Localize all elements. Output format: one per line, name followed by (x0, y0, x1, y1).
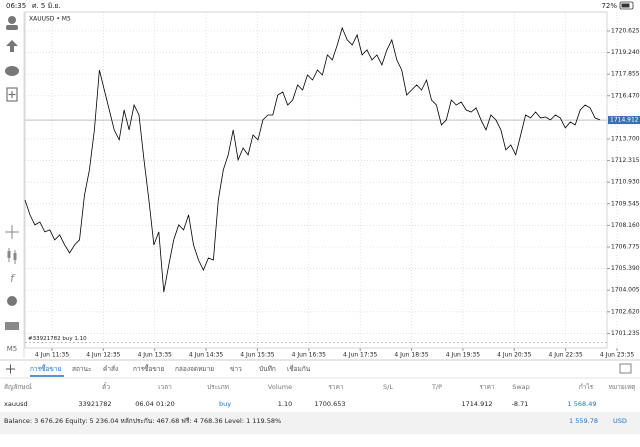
tab[interactable]: สถานะ (72, 365, 92, 373)
y-tick-label: 1706.775 (611, 243, 640, 250)
column-header: เวลา (158, 383, 172, 391)
table-cell[interactable]: 1 568.49 (568, 400, 597, 408)
x-tick-label: 4 Jun 12:35 (86, 352, 120, 359)
terminal: การซื้อขาย สถานะ คำสั่ง การซื้อขาย กล่องจดหม… (4, 364, 635, 408)
y-tick-label: 1712.315 (611, 157, 640, 164)
y-tick-label: 1713.700 (611, 135, 640, 142)
left-toolbar: f M5 (5, 16, 19, 353)
status-battery: 72% (601, 2, 617, 10)
x-tick-label: 4 Jun 14:35 (189, 352, 223, 359)
total-profit: 1 559.78 (569, 417, 598, 425)
column-header: ตั๋ว (102, 382, 110, 391)
table-cell[interactable]: 1.10 (278, 400, 292, 408)
x-tick-label: 4 Jun 20:35 (497, 352, 531, 359)
y-tick-label: 1705.390 (611, 265, 640, 272)
account-summary: Balance: 3 676.26 Equity: 5 236.04 หลักป… (4, 417, 281, 425)
y-tick-label: 1719.240 (611, 49, 640, 56)
column-header: S/L (383, 383, 393, 391)
y-tick-label: 1716.470 (611, 92, 640, 99)
tab[interactable]: บันทึก (259, 365, 276, 373)
trade-icon[interactable] (6, 40, 18, 52)
table-cell[interactable]: xauusd (4, 400, 28, 408)
candles-icon-body (7, 251, 11, 258)
new-order-icon[interactable] (6, 87, 18, 102)
x-tick-label: 4 Jun 17:35 (343, 352, 377, 359)
battery-icon (619, 1, 634, 10)
x-tick-label: 4 Jun 13:35 (138, 352, 172, 359)
templates-icon[interactable] (5, 322, 19, 330)
chart: 4 Jun 11:35 4 Jun 12:35 4 Jun 13:35 4 Jun 1… (24, 12, 640, 359)
table-cell[interactable]: 33921782 (78, 400, 111, 408)
settings-button[interactable] (619, 363, 632, 374)
column-header: ประเภท (207, 383, 229, 391)
account-icon[interactable] (8, 16, 16, 24)
current-price-label: 1714.912 (610, 117, 639, 124)
x-tick-label: 4 Jun 22:35 (548, 352, 582, 359)
tab[interactable]: ข่าว (230, 365, 242, 373)
table-cell[interactable]: buy (219, 400, 231, 408)
column-header: T/P (431, 383, 442, 391)
column-header: ราคา (479, 383, 494, 391)
x-tick-label: 4 Jun 19:35 (446, 352, 480, 359)
y-tick-label: 1717.855 (611, 71, 640, 78)
column-header: กำไร (579, 383, 594, 391)
tab[interactable]: เชื่อมกัน (287, 364, 311, 373)
tab[interactable]: การซื้อขาย (30, 364, 61, 373)
currency: USD (613, 417, 627, 425)
new-order-plus (8, 91, 16, 98)
y-tick-label: 1708.160 (611, 222, 640, 229)
summary-bar (0, 412, 640, 434)
y-tick-label: 1701.235 (611, 330, 640, 337)
x-tick-label: 4 Jun 16:35 (292, 352, 326, 359)
x-tick-label: 4 Jun 18:35 (394, 352, 428, 359)
plot-frame (24, 11, 608, 349)
tab[interactable]: กล่องจดหมาย (175, 365, 214, 373)
status-date: ศ. 5 มิ.ย. (32, 2, 61, 10)
battery-level (621, 3, 630, 8)
table-cell[interactable]: 06.04 01:20 (135, 400, 174, 408)
y-tick-label: 1709.545 (611, 200, 640, 207)
chat-icon[interactable] (5, 66, 19, 76)
candles-icon-body (13, 253, 17, 260)
y-tick-label: 1702.620 (611, 308, 640, 315)
objects-icon[interactable] (7, 296, 17, 306)
column-header: หมายเหตุ (609, 383, 636, 391)
crosshair-icon[interactable] (5, 225, 19, 239)
y-tick-label: 1710.930 (611, 179, 640, 186)
table-cell[interactable]: 1714.912 (461, 400, 492, 408)
column-header: ราคา (328, 383, 343, 391)
account-icon-body (6, 25, 18, 30)
x-tick-label: 4 Jun 11:35 (35, 352, 69, 359)
tab[interactable]: คำสั่ง (103, 364, 118, 373)
column-header: สัญลักษณ์ (4, 383, 32, 391)
y-tick-label: 1704.005 (611, 287, 640, 294)
chart-title: XAUUSD • M5 (29, 16, 71, 23)
x-tick-label: 4 Jun 23:35 (600, 352, 634, 359)
timeframe-button[interactable]: M5 (7, 345, 18, 353)
status-time: 06:35 (6, 2, 26, 10)
current-price-box (608, 116, 640, 125)
order-label: #33921782 buy 1.10 (28, 336, 87, 342)
add-button[interactable] (6, 364, 15, 374)
tab[interactable]: การซื้อขาย (133, 364, 164, 373)
column-header: Swap (512, 383, 530, 391)
y-tick-label: 1720.625 (611, 27, 640, 34)
price-line (24, 26, 601, 293)
x-tick-label: 4 Jun 15:35 (240, 352, 274, 359)
table-cell[interactable]: -8.71 (512, 400, 529, 408)
table-cell[interactable]: 1700.653 (314, 400, 345, 408)
column-header: Volume (268, 383, 292, 391)
indicators-icon[interactable]: f (10, 272, 16, 285)
